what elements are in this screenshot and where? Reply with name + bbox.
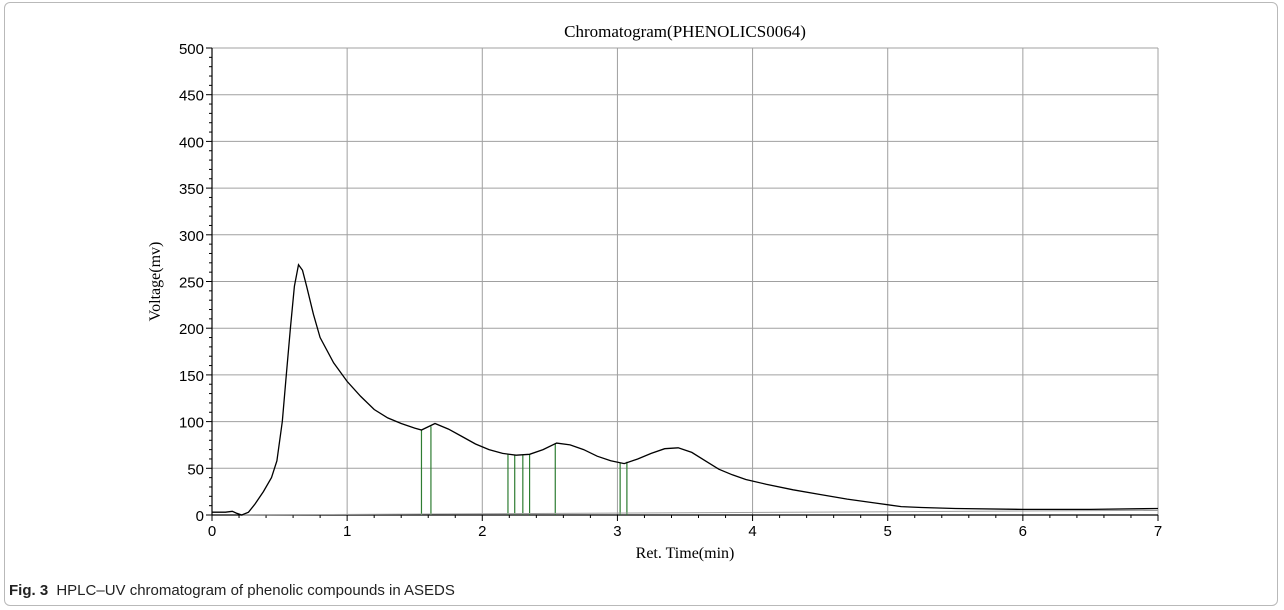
x-tick-label: 7: [1154, 523, 1162, 540]
chromatogram-trace: [212, 263, 1159, 516]
x-tick-label: 3: [613, 523, 621, 540]
y-axis-label: Voltage(mv): [147, 242, 164, 322]
axes: [206, 47, 1159, 521]
x-axis-label: Ret. Time(min): [636, 545, 735, 562]
y-tick-label: 50: [187, 461, 204, 478]
x-tick-label: 4: [748, 523, 756, 540]
baseline-line: [241, 509, 1159, 516]
y-tick-label: 350: [179, 181, 204, 198]
y-tick-label: 200: [179, 321, 204, 338]
y-tick-label: 450: [179, 88, 204, 105]
x-tick-label: 0: [208, 523, 216, 540]
y-tick-label: 400: [179, 134, 204, 151]
figure-caption: Fig. 3 HPLC–UV chromatogram of phenolic …: [9, 582, 455, 599]
y-tick-label: 100: [179, 415, 204, 432]
figure-number: Fig. 3: [9, 582, 49, 599]
y-tick-label: 250: [179, 275, 204, 292]
y-tick-label: 300: [179, 228, 204, 245]
figure-frame: [4, 2, 1278, 606]
x-tick-label: 1: [343, 523, 351, 540]
y-tick-label: 150: [179, 368, 204, 385]
x-tick-label: 5: [884, 523, 892, 540]
tick-labels: 0 50 100 150 200 250 300 350 400 450 500 0 1 2 3 4 5 6 7: [179, 41, 1162, 540]
x-tick-label: 6: [1019, 523, 1027, 540]
chart-title: Chromatogram(PHENOLICS0064): [564, 22, 806, 41]
y-tick-label: 0: [196, 508, 204, 525]
peak-markers: [420, 426, 628, 515]
caption-text: HPLC–UV chromatogram of phenolic compoun…: [56, 582, 455, 599]
grid: [212, 47, 1159, 515]
traces: [212, 263, 1159, 516]
y-tick-label: 500: [179, 41, 204, 58]
chromatogram-chart: 0 50 100 150 200 250 300 350 400 450 500 0 1 2 3 4 5 6 7 C…: [147, 22, 1162, 562]
x-tick-label: 2: [478, 523, 486, 540]
